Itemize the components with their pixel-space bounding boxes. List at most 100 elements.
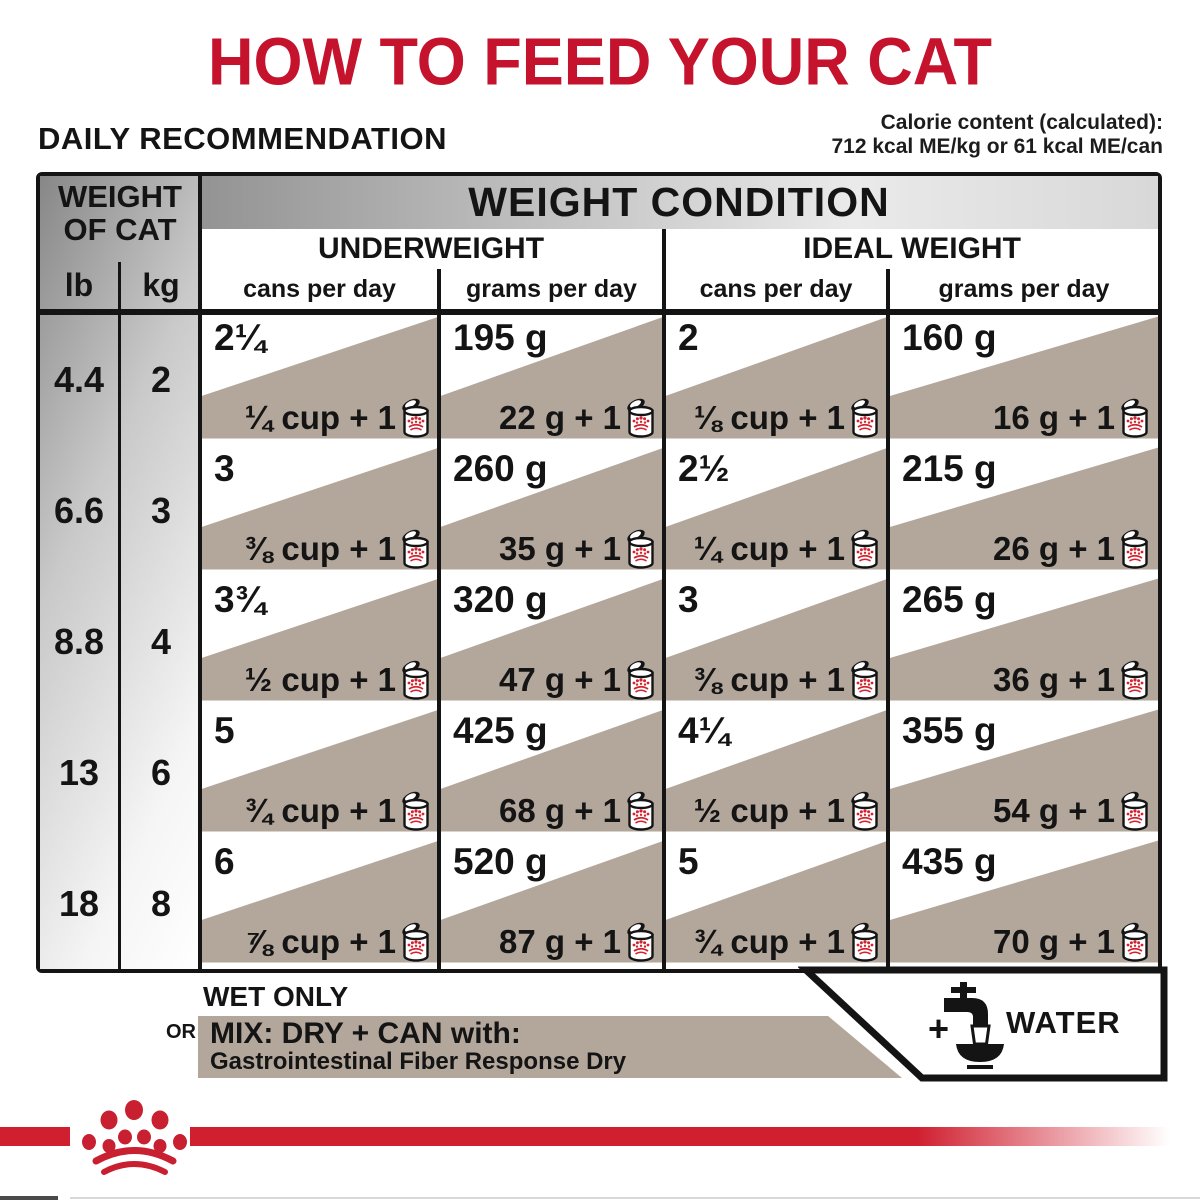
footer-red-band-left <box>0 1127 70 1146</box>
section-heading: DAILY RECOMMENDATION <box>38 121 448 156</box>
mix-amount-text: 87 g + 1 <box>499 923 621 960</box>
wet-only-amount: 3¾ <box>214 579 266 620</box>
feeding-cell: 3 ⅜ cup + 1 <box>200 445 439 576</box>
can-icon <box>1121 660 1148 700</box>
table-row: 13 6 5 ¾ cup + 1 <box>40 707 1158 838</box>
feeding-cell: 3¾ ½ cup + 1 <box>200 576 439 707</box>
can-icon <box>1121 922 1148 962</box>
feeding-cell: 2 ⅛ cup + 1 <box>664 314 888 445</box>
mix-amount-text: ¼ cup + 1 <box>244 399 396 436</box>
mix-amount-text: ⅞ cup + 1 <box>244 923 396 960</box>
wet-only-amount: 5 <box>678 841 699 882</box>
wet-only-amount: 260 g <box>453 448 548 489</box>
feeding-cell: 425 g 68 g + 1 <box>439 707 664 838</box>
mix-amount: ½ cup + 1 <box>245 659 431 701</box>
divider-ideal-cols <box>886 269 890 969</box>
royal-canin-crown-logo <box>76 1096 200 1183</box>
wet-only-amount: 355 g <box>902 710 997 751</box>
mix-amount-text: 16 g + 1 <box>993 399 1115 436</box>
feeding-cell: 3 ⅜ cup + 1 <box>664 576 888 707</box>
can-icon <box>851 398 878 438</box>
feeding-cell: 5 ¾ cup + 1 <box>200 707 439 838</box>
underweight-cans-header: cans per day <box>202 269 437 309</box>
mix-amount-text: ¼ cup + 1 <box>693 530 845 567</box>
feeding-table: WEIGHT OF CAT lb kg WEIGHT CONDITION UND… <box>36 172 1162 973</box>
wet-only-amount: 2½ <box>678 448 730 489</box>
mix-title: MIX: DRY + CAN with: <box>210 1017 521 1050</box>
mix-amount-text: ¾ cup + 1 <box>693 923 845 960</box>
mix-amount-text: 68 g + 1 <box>499 792 621 829</box>
calorie-note-line2: 712 kcal ME/kg or 61 kcal ME/can <box>831 135 1163 158</box>
can-icon <box>851 529 878 569</box>
weight-lb-value: 18 <box>58 882 100 924</box>
mix-amount-text: ¾ cup + 1 <box>244 792 396 829</box>
mix-amount-text: 35 g + 1 <box>499 530 621 567</box>
weight-label-line2: OF CAT <box>63 212 177 247</box>
water-label: WATER <box>1006 1005 1121 1040</box>
mix-amount: 16 g + 1 <box>993 397 1150 439</box>
mix-amount: 87 g + 1 <box>499 921 656 963</box>
feeding-cell: 260 g 35 g + 1 <box>439 445 664 576</box>
water-box-outline <box>797 966 1168 1082</box>
water-callout <box>797 966 1170 1084</box>
header-bottom-line <box>40 309 1158 315</box>
mix-amount: ¼ cup + 1 <box>694 528 880 570</box>
mix-amount: 35 g + 1 <box>499 528 656 570</box>
mix-amount-text: 26 g + 1 <box>993 530 1115 567</box>
feeding-cell: 2½ ¼ cup + 1 <box>664 445 888 576</box>
weight-condition-header: WEIGHT CONDITION <box>200 176 1158 229</box>
wet-only-amount: 265 g <box>902 579 997 620</box>
calorie-note: Calorie content (calculated): 712 kcal M… <box>831 111 1163 159</box>
divider-halves <box>662 229 666 969</box>
feeding-cell: 435 g 70 g + 1 <box>888 838 1158 969</box>
table-row: 8.8 4 3¾ ½ cup + 1 <box>40 576 1158 707</box>
calorie-note-line1: Calorie content (calculated): <box>880 111 1163 134</box>
divider-weight-block <box>198 176 202 969</box>
feeding-cell: 6 ⅞ cup + 1 <box>200 838 439 969</box>
mix-amount-text: ⅜ cup + 1 <box>693 661 845 698</box>
underweight-header: UNDERWEIGHT <box>200 229 662 269</box>
mix-amount: 54 g + 1 <box>993 790 1150 832</box>
feeding-cell: 160 g 16 g + 1 <box>888 314 1158 445</box>
mix-amount: ⅞ cup + 1 <box>245 921 431 963</box>
mix-amount: 47 g + 1 <box>499 659 656 701</box>
footer-edge-dark <box>0 1196 58 1200</box>
can-icon <box>627 791 654 831</box>
can-icon <box>1121 529 1148 569</box>
mix-amount-text: ½ cup + 1 <box>693 792 845 829</box>
table-row: 6.6 3 3 ⅜ cup + 1 <box>40 445 1158 576</box>
wet-only-amount: 2 <box>678 317 699 358</box>
mix-amount-text: ⅛ cup + 1 <box>693 399 845 436</box>
feeding-cell: 5 ¾ cup + 1 <box>664 838 888 969</box>
can-icon <box>627 398 654 438</box>
mix-amount: ¾ cup + 1 <box>694 921 880 963</box>
wet-only-amount: 195 g <box>453 317 548 358</box>
can-icon <box>627 529 654 569</box>
weight-kg-value: 3 <box>150 489 172 531</box>
ideal-grams-header: grams per day <box>890 269 1158 309</box>
wet-only-amount: 160 g <box>902 317 997 358</box>
can-icon <box>1121 791 1148 831</box>
weight-label-line1: WEIGHT <box>58 179 182 214</box>
mix-amount: 36 g + 1 <box>993 659 1150 701</box>
can-icon <box>627 922 654 962</box>
mix-amount: 68 g + 1 <box>499 790 656 832</box>
mix-amount: ¼ cup + 1 <box>245 397 431 439</box>
page-title: HOW TO FEED YOUR CAT <box>207 25 993 100</box>
can-icon <box>851 660 878 700</box>
or-label: OR <box>166 1021 196 1043</box>
can-icon <box>851 791 878 831</box>
weight-lb-value: 6.6 <box>53 489 105 531</box>
mix-amount-text: 36 g + 1 <box>993 661 1115 698</box>
feeding-cell: 215 g 26 g + 1 <box>888 445 1158 576</box>
divider-lb-kg <box>118 262 121 969</box>
can-icon <box>851 922 878 962</box>
wet-only-amount: 520 g <box>453 841 548 882</box>
underweight-grams-header: grams per day <box>441 269 662 309</box>
wet-only-amount: 320 g <box>453 579 548 620</box>
can-icon <box>402 660 429 700</box>
weight-lb-value: 8.8 <box>53 620 105 662</box>
mix-amount: ½ cup + 1 <box>694 790 880 832</box>
mix-amount: ¾ cup + 1 <box>245 790 431 832</box>
